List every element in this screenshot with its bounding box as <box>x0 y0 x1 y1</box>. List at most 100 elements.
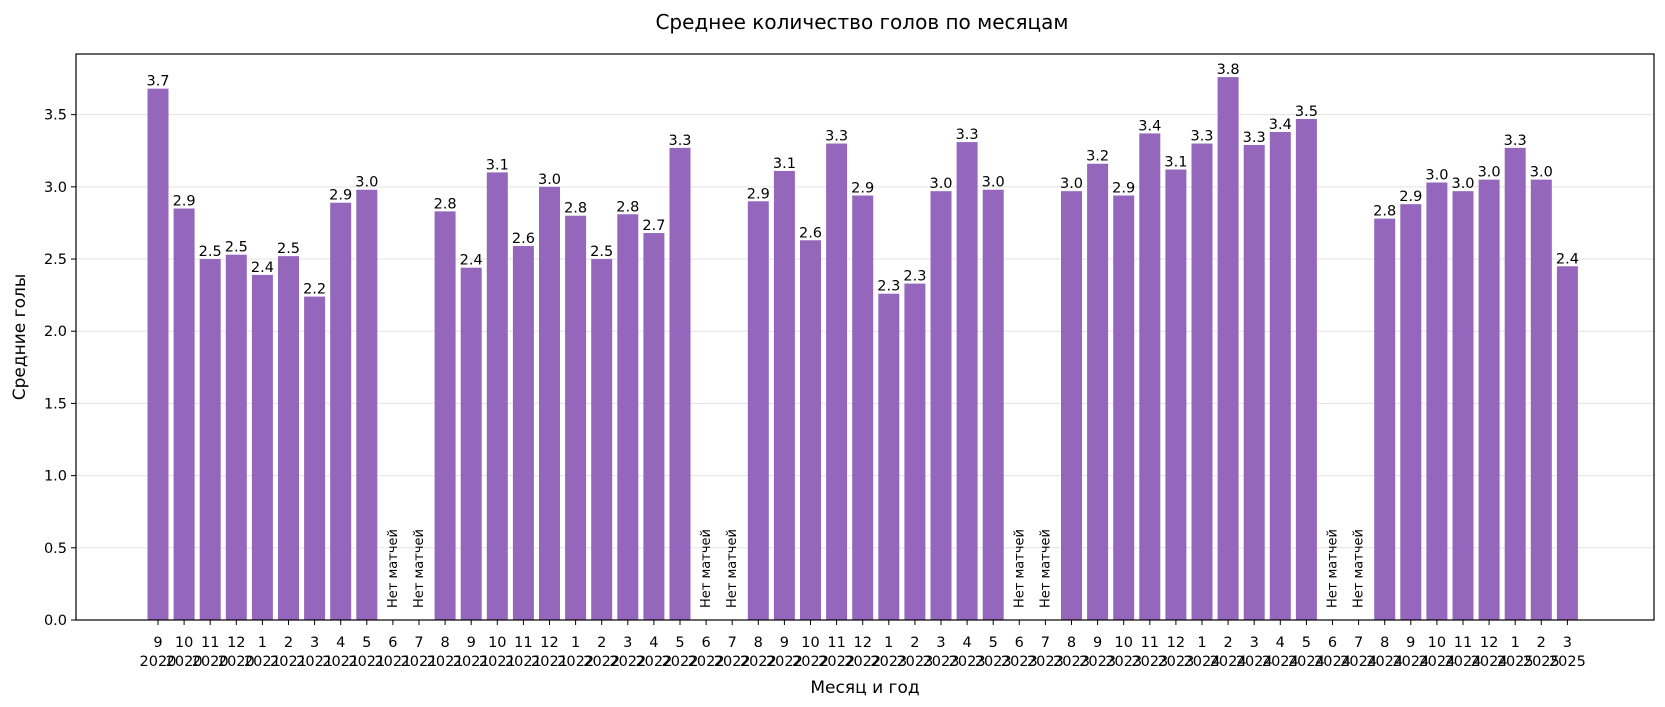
bar <box>147 88 169 620</box>
no-matches-label: Нет матчей <box>699 529 714 608</box>
x-tick-year: 2022 <box>688 654 725 670</box>
x-tick-month: 8 <box>1067 635 1076 651</box>
x-tick-year: 2021 <box>479 654 516 670</box>
bar <box>773 170 795 620</box>
x-tick-year: 2024 <box>1392 654 1429 670</box>
x-tick-month: 2 <box>284 635 293 651</box>
x-tick-year: 2021 <box>348 654 385 670</box>
bar <box>304 296 326 620</box>
bar <box>486 172 508 621</box>
x-tick-month: 7 <box>728 635 737 651</box>
bar-value-label: 3.0 <box>1425 168 1448 184</box>
bar-value-label: 3.4 <box>1269 117 1292 133</box>
x-tick-month: 5 <box>1302 635 1311 651</box>
bar-value-label: 2.9 <box>1399 189 1422 205</box>
x-tick-month: 9 <box>1093 635 1102 651</box>
x-tick-month: 10 <box>1428 635 1446 651</box>
y-tick-label: 1.5 <box>44 396 67 412</box>
bar <box>1295 118 1317 620</box>
chart-title: Среднее количество голов по месяцам <box>655 10 1068 34</box>
x-tick-month: 9 <box>467 635 476 651</box>
bar-value-label: 3.3 <box>1504 133 1527 149</box>
bar <box>1113 195 1135 620</box>
x-tick-year: 2022 <box>635 654 672 670</box>
x-tick-year: 2023 <box>1157 654 1194 670</box>
no-matches-label: Нет матчей <box>1012 529 1027 608</box>
bar-value-label: 3.0 <box>982 175 1005 191</box>
x-tick-year: 2021 <box>401 654 438 670</box>
bar-value-label: 3.0 <box>1478 165 1501 181</box>
x-tick-month: 1 <box>258 635 267 651</box>
x-tick-month: 4 <box>962 635 971 651</box>
bar <box>1243 144 1265 620</box>
no-matches-label: Нет матчей <box>1352 529 1367 608</box>
x-tick-year: 2024 <box>1210 654 1247 670</box>
x-tick-month: 12 <box>540 635 558 651</box>
bar-value-label: 2.9 <box>851 181 874 197</box>
bar <box>356 189 378 620</box>
x-tick-year: 2022 <box>740 654 777 670</box>
bar <box>199 259 221 620</box>
x-tick-month: 10 <box>1114 635 1132 651</box>
x-axis-label: Месяц и год <box>810 678 919 698</box>
x-tick-month: 1 <box>1511 635 1520 651</box>
x-tick-year: 2024 <box>1184 654 1221 670</box>
bar-value-label: 3.8 <box>1217 62 1240 78</box>
bar <box>904 283 926 620</box>
bar <box>278 256 299 620</box>
bar <box>251 274 273 620</box>
x-tick-year: 2023 <box>1079 654 1116 670</box>
x-tick-month: 6 <box>388 635 397 651</box>
x-tick-month: 7 <box>1041 635 1050 651</box>
x-axis-ticks: 9202010202011202012202012021220213202142… <box>140 620 1586 670</box>
x-tick-year: 2022 <box>818 654 855 670</box>
x-tick-year: 2020 <box>166 654 203 670</box>
bar <box>826 143 848 621</box>
x-tick-year: 2020 <box>140 654 177 670</box>
x-tick-month: 6 <box>701 635 710 651</box>
x-tick-month: 11 <box>1454 635 1472 651</box>
no-matches-label: Нет матчей <box>725 529 740 608</box>
bar <box>1087 163 1109 621</box>
y-axis-label: Средние голы <box>10 274 30 401</box>
bar <box>1452 191 1474 620</box>
x-tick-month: 11 <box>827 635 845 651</box>
x-tick-month: 12 <box>853 635 871 651</box>
bar-value-label: 3.0 <box>538 172 561 188</box>
bar-value-label: 2.9 <box>1112 181 1135 197</box>
bar-value-label: 3.0 <box>1060 176 1083 192</box>
bar-value-label: 2.9 <box>329 188 352 204</box>
bar <box>878 293 900 620</box>
x-tick-year: 2023 <box>1131 654 1168 670</box>
bar <box>982 189 1004 620</box>
bar <box>643 233 665 620</box>
x-tick-month: 8 <box>754 635 763 651</box>
x-tick-month: 2 <box>1537 635 1546 651</box>
x-tick-month: 9 <box>153 635 162 651</box>
x-tick-year: 2021 <box>322 654 359 670</box>
x-tick-month: 4 <box>1276 635 1285 651</box>
bar <box>800 240 821 621</box>
bar-value-label: 2.6 <box>512 231 535 247</box>
x-tick-month: 3 <box>310 635 319 651</box>
x-tick-year: 2023 <box>1105 654 1142 670</box>
x-tick-month: 3 <box>1563 635 1572 651</box>
bar <box>1400 204 1422 620</box>
x-tick-year: 2024 <box>1288 654 1325 670</box>
x-tick-year: 2021 <box>270 654 307 670</box>
bar <box>1269 131 1291 620</box>
x-tick-year: 2021 <box>427 654 464 670</box>
x-tick-month: 1 <box>1197 635 1206 651</box>
x-tick-year: 2024 <box>1366 654 1403 670</box>
bar <box>1061 191 1082 620</box>
x-tick-year: 2022 <box>792 654 829 670</box>
bar-value-label: 3.3 <box>668 133 691 149</box>
bar-value-label: 3.0 <box>1530 165 1553 181</box>
bar <box>617 214 639 621</box>
bar-value-label: 2.5 <box>590 244 613 260</box>
bar-value-label: 2.5 <box>199 244 222 260</box>
x-tick-month: 1 <box>884 635 893 651</box>
x-tick-year: 2025 <box>1523 654 1560 670</box>
